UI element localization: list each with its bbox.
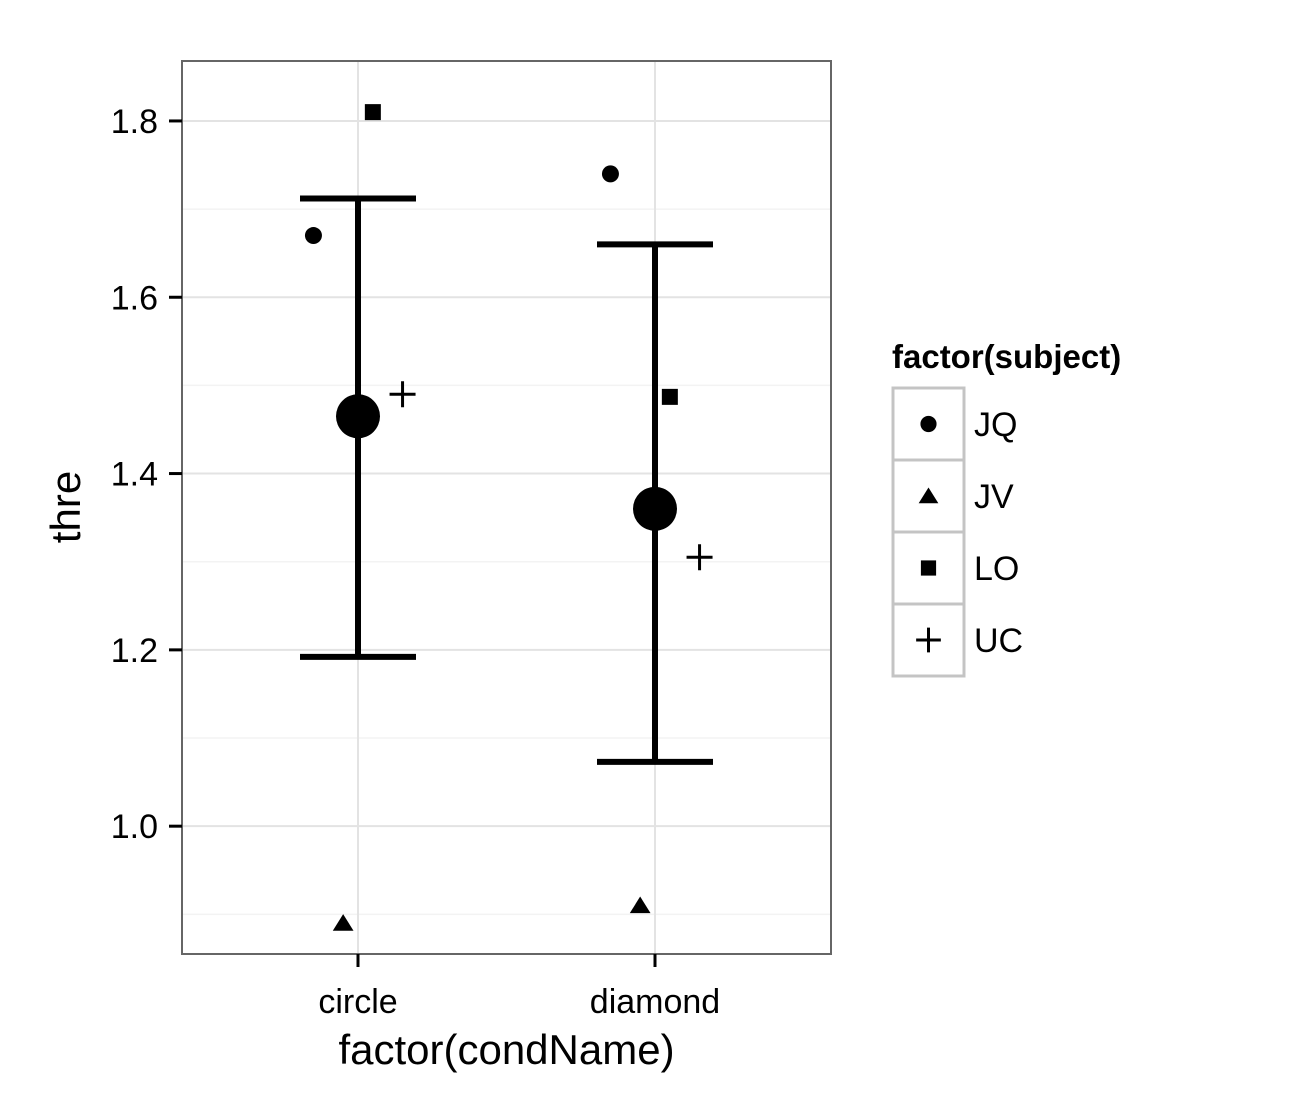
- y-tick-label: 1.4: [111, 456, 158, 494]
- point-JQ-diamond: [601, 165, 619, 183]
- y-axis-title: thre: [42, 471, 89, 543]
- data-marks: [300, 104, 713, 931]
- x-axis-title: factor(condName): [338, 1026, 674, 1073]
- y-tick-label: 1.0: [111, 808, 158, 846]
- grid-lines: [182, 61, 831, 954]
- panel-border: [181, 60, 832, 955]
- x-tick-label: diamond: [590, 983, 720, 1021]
- point-UC-diamond: [686, 544, 713, 571]
- point-JV-circle: [332, 914, 354, 931]
- y-tick-label: 1.6: [111, 279, 158, 317]
- mean-point-diamond: [633, 486, 677, 531]
- point-LO-circle: [364, 104, 381, 121]
- legend-item-JQ: JQ: [891, 386, 1017, 462]
- x-axis: circle diamond: [318, 954, 720, 1021]
- legend-item-JV: JV: [891, 458, 1014, 534]
- y-tick-label: 1.8: [111, 103, 158, 141]
- legend-symbol-plus: [916, 627, 941, 653]
- y-tick-label: 1.2: [111, 632, 158, 670]
- point-UC-circle: [389, 381, 416, 408]
- legend: factor(subject) JQ JV LO UC: [891, 338, 1121, 678]
- legend-title: factor(subject): [892, 338, 1121, 375]
- legend-label: JQ: [974, 406, 1017, 444]
- legend-symbol-square: [920, 560, 937, 576]
- legend-item-LO: LO: [891, 530, 1019, 606]
- legend-label: UC: [974, 622, 1023, 660]
- mean-point-circle: [336, 394, 380, 439]
- legend-item-UC: UC: [891, 602, 1023, 678]
- legend-symbol-circle: [920, 415, 937, 433]
- legend-symbol-triangle: [918, 487, 939, 504]
- point-LO-diamond: [661, 388, 678, 405]
- point-JV-diamond: [629, 896, 651, 914]
- panel-background: [182, 61, 831, 954]
- legend-label: LO: [974, 550, 1019, 588]
- point-JQ-circle: [304, 227, 322, 245]
- x-tick-label: circle: [318, 983, 397, 1021]
- legend-key: [891, 602, 966, 678]
- legend-label: JV: [974, 478, 1014, 516]
- y-axis: 1.0 1.2 1.4 1.6 1.8: [111, 103, 182, 846]
